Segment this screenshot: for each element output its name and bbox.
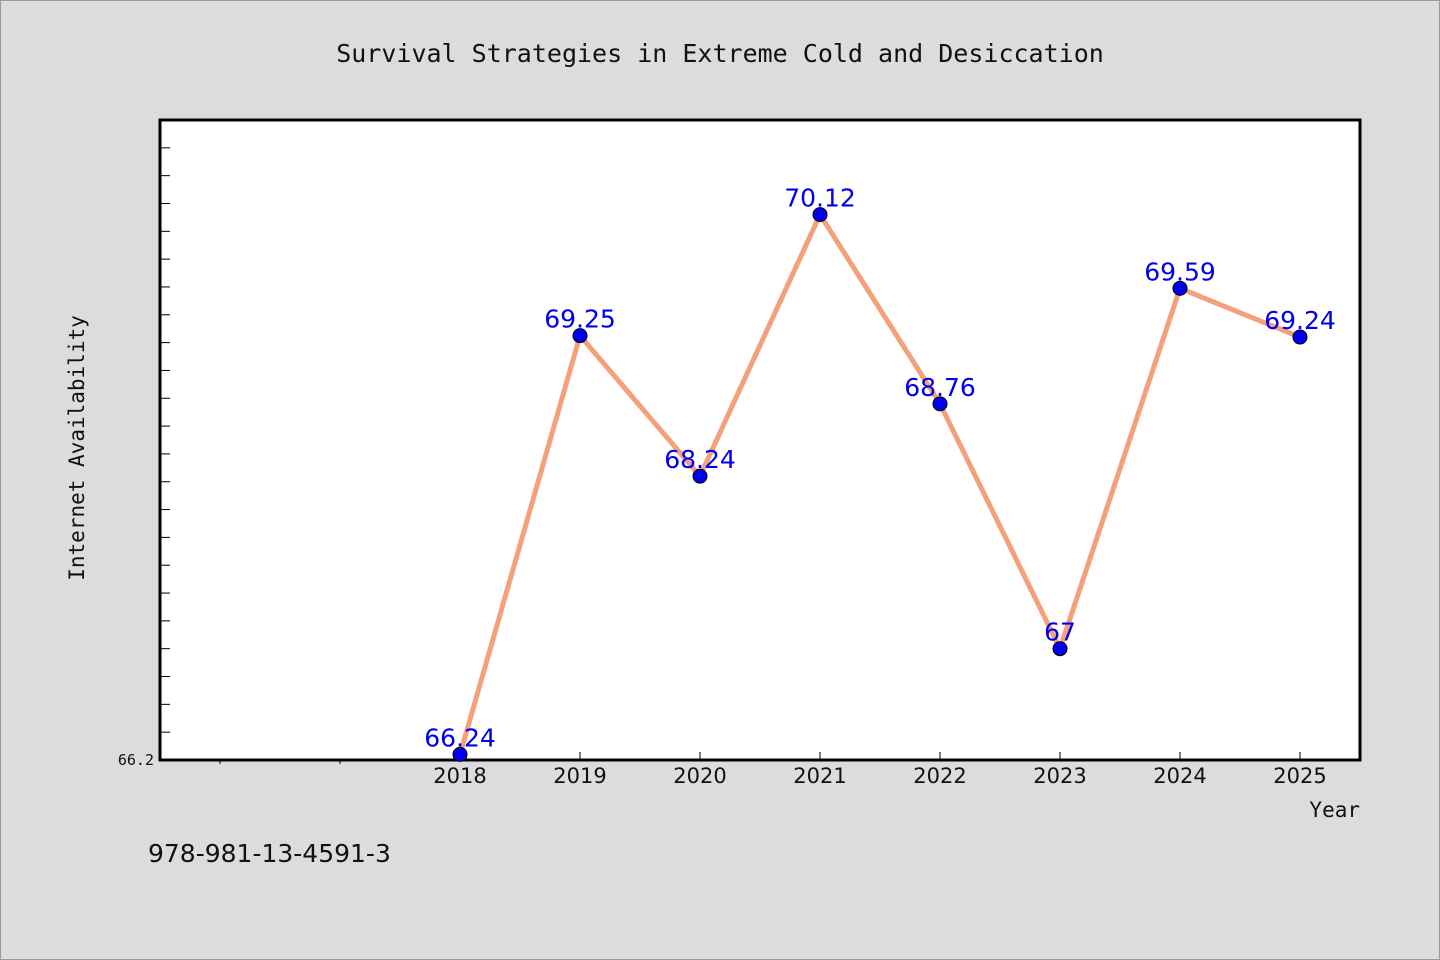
data-markers [452,207,1308,762]
data-label: 70.12 [784,184,856,213]
data-label: 68.24 [664,445,736,474]
x-tick-label: 2024 [1153,764,1206,788]
data-point [812,207,828,223]
data-label: 69.59 [1144,257,1216,286]
data-point [692,468,708,484]
data-label: 67 [1044,618,1076,647]
x-axis-tick-labels: 2018 2019 2020 2021 2022 2023 2024 2025 [433,764,1326,788]
data-label: 69.24 [1264,306,1336,335]
plot-area [158,118,1362,762]
x-tick-label: 2019 [553,764,606,788]
data-point [572,328,588,344]
data-label: 66.24 [424,723,496,752]
y-axis-tick-labels: 66.2 [118,751,154,769]
data-labels: 66.24 69.25 68.24 70.12 68.76 67 69.59 69.24 [424,184,1336,753]
x-axis-label: Year [1309,798,1360,822]
data-point [1172,280,1188,296]
x-tick-label: 2018 [433,764,486,788]
data-label: 68.76 [904,373,976,402]
y-axis-ticks [160,147,170,733]
y-axis-label: Internet Availability [65,315,89,581]
data-point [452,746,468,762]
data-point [1292,329,1308,345]
series-line [457,212,1303,757]
y-tick-label: 66.2 [118,751,154,769]
data-point [1052,641,1068,657]
x-tick-label: 2025 [1273,764,1326,788]
chart-title: Survival Strategies in Extreme Cold and … [336,39,1104,68]
isbn-text: 978-981-13-4591-3 [148,839,391,868]
x-tick-label: 2022 [913,764,966,788]
data-point [932,396,948,412]
data-label: 69.25 [544,305,616,334]
x-tick-label: 2023 [1033,764,1086,788]
x-tick-label: 2020 [673,764,726,788]
x-tick-label: 2021 [793,764,846,788]
